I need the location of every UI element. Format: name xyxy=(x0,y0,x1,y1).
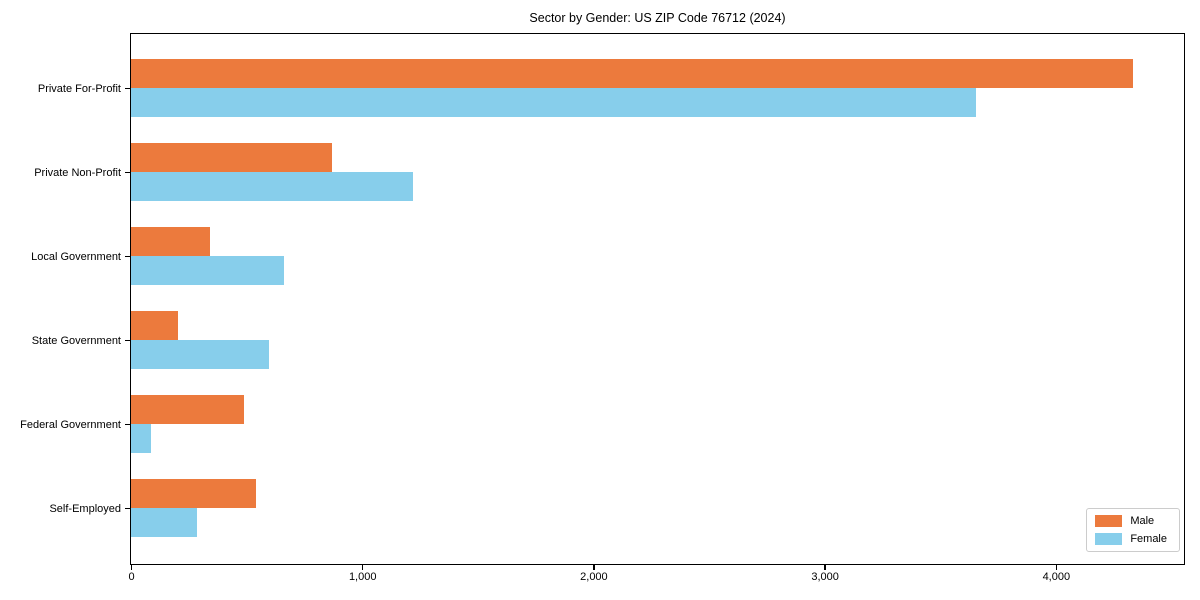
legend-label-female: Female xyxy=(1130,533,1167,545)
x-tick-mark xyxy=(824,565,826,570)
y-tick-label-state-government: State Government xyxy=(31,334,121,347)
legend-row-male: Male xyxy=(1095,515,1167,527)
bar-female-state-government xyxy=(131,340,269,369)
x-tick-label-2-000: 2,000 xyxy=(580,571,608,583)
bar-female-federal-government xyxy=(131,424,152,453)
x-tick-label-4-000: 4,000 xyxy=(1042,571,1071,583)
x-tick-mark xyxy=(361,565,364,570)
bar-female-private-non-profit xyxy=(131,172,414,201)
y-tick-mark xyxy=(125,507,130,510)
y-tick-mark xyxy=(125,255,130,258)
x-tick-label-1-000: 1,000 xyxy=(348,571,377,583)
chart-title: Sector by Gender: US ZIP Code 76712 (202… xyxy=(529,11,786,25)
y-tick-label-federal-government: Federal Government xyxy=(20,418,121,431)
y-tick-mark xyxy=(125,87,130,90)
bar-male-private-for-profit xyxy=(131,59,1134,88)
legend: Male Female xyxy=(1086,508,1180,552)
bar-male-federal-government xyxy=(131,395,245,424)
x-tick-mark xyxy=(130,565,133,570)
bar-male-state-government xyxy=(131,311,179,340)
legend-swatch-male xyxy=(1095,515,1123,527)
bar-male-self-employed xyxy=(131,479,256,508)
legend-row-female: Female xyxy=(1095,533,1167,545)
bar-male-private-non-profit xyxy=(131,143,333,172)
bar-female-self-employed xyxy=(131,508,197,537)
bar-female-local-government xyxy=(131,256,284,285)
legend-swatch-female xyxy=(1095,533,1123,545)
y-tick-mark xyxy=(125,423,130,426)
plot-area: Male Female xyxy=(130,33,1185,565)
y-tick-label-private-for-profit: Private For-Profit xyxy=(37,82,121,95)
bar-male-local-government xyxy=(131,227,210,256)
y-tick-label-self-employed: Self-Employed xyxy=(49,502,121,515)
y-tick-mark xyxy=(125,339,130,342)
bar-female-private-for-profit xyxy=(131,88,977,117)
y-tick-label-local-government: Local Government xyxy=(31,250,121,263)
y-tick-label-private-non-profit: Private Non-Profit xyxy=(34,166,121,179)
x-tick-mark xyxy=(1055,565,1058,570)
x-tick-label-0: 0 xyxy=(128,571,135,583)
x-tick-mark xyxy=(593,565,595,570)
y-tick-mark xyxy=(125,171,130,174)
legend-label-male: Male xyxy=(1130,515,1155,527)
x-tick-label-3-000: 3,000 xyxy=(811,571,839,583)
